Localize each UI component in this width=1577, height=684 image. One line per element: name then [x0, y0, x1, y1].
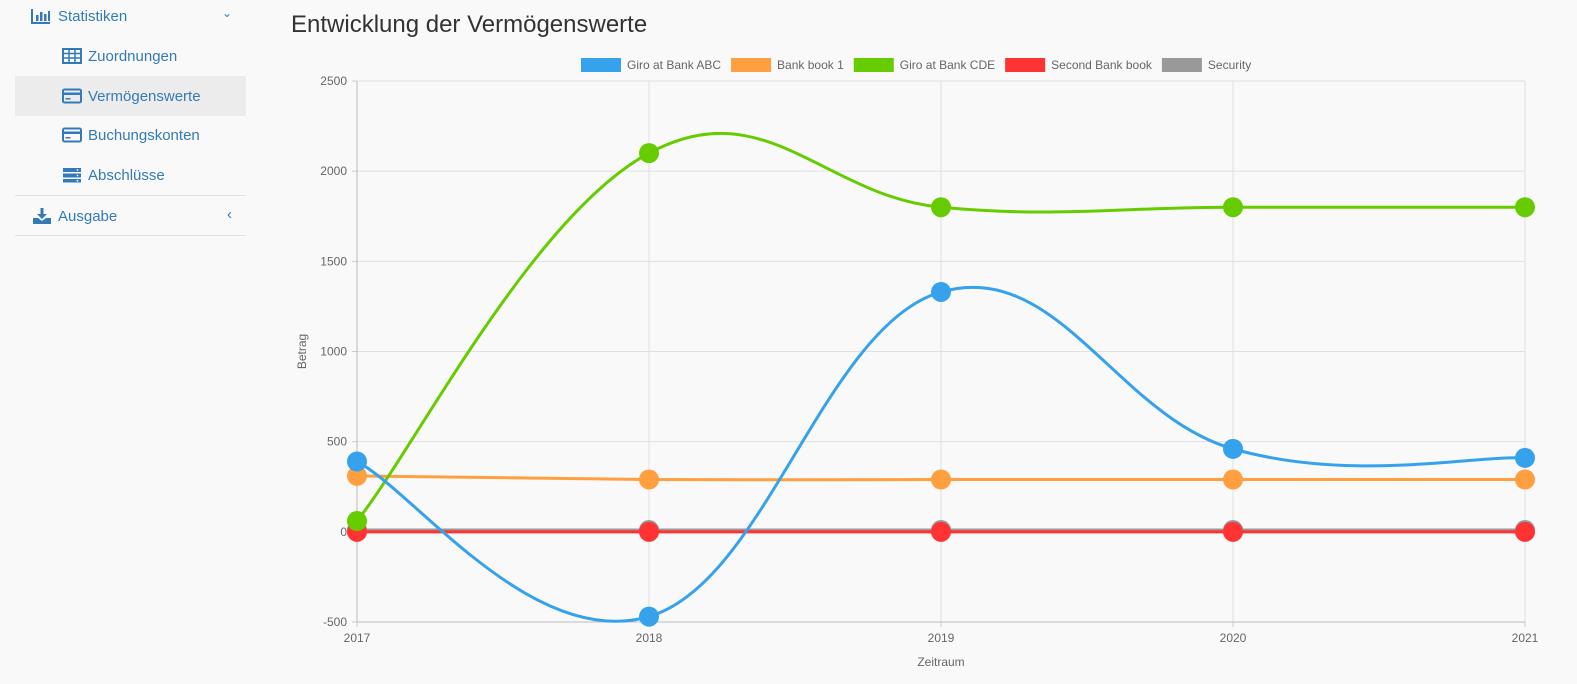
legend-swatch	[731, 58, 772, 72]
x-tick-label: 2020	[1220, 631, 1247, 645]
sidebar-item-statistiken[interactable]: Statistiken ⌄	[15, 0, 246, 36]
bar-chart-icon	[31, 8, 51, 24]
data-point	[347, 451, 367, 472]
legend-label: Giro at Bank ABC	[627, 58, 721, 72]
data-point	[639, 469, 659, 490]
y-tick-label: 2000	[320, 164, 347, 178]
table-icon	[62, 48, 82, 64]
data-point	[931, 469, 951, 490]
sidebar: Statistiken ⌄ Zuordnungen Vermögenswerte	[15, 0, 246, 684]
data-point	[931, 521, 951, 542]
sidebar-item-vermoegenswerte[interactable]: Vermögenswerte	[15, 76, 246, 116]
legend-swatch	[853, 58, 894, 72]
data-point	[1223, 469, 1243, 490]
sidebar-item-label: Vermögenswerte	[88, 87, 201, 105]
sidebar-item-label: Buchungskonten	[88, 126, 200, 144]
credit-card-icon	[62, 127, 82, 143]
x-axis-title: Zeitraum	[917, 655, 964, 669]
y-tick-label: 1000	[320, 345, 347, 359]
y-tick-label: 500	[327, 435, 347, 449]
sidebar-divider	[15, 235, 246, 236]
data-point	[347, 465, 367, 486]
data-point	[931, 281, 951, 302]
series-line	[356, 285, 1526, 623]
data-point	[1515, 521, 1535, 542]
legend-swatch	[581, 58, 621, 72]
x-tick-label: 2017	[344, 631, 371, 645]
legend-label: Security	[1208, 58, 1251, 72]
sidebar-item-label: Statistiken	[58, 7, 128, 25]
y-tick-label: 0	[340, 525, 347, 539]
sidebar-item-zuordnungen[interactable]: Zuordnungen	[15, 36, 246, 76]
data-point	[1515, 469, 1535, 490]
y-axis-title: Betrag	[295, 334, 309, 369]
chevron-left-icon[interactable]: ‹	[227, 206, 232, 223]
data-point	[1223, 521, 1243, 542]
data-point	[931, 197, 951, 218]
y-tick-label: 2500	[320, 74, 347, 88]
credit-card-icon	[62, 88, 82, 104]
sidebar-divider	[15, 195, 246, 196]
x-tick-label: 2021	[1512, 631, 1539, 645]
chevron-down-icon[interactable]: ⌄	[221, 6, 232, 20]
y-tick-label: 1500	[320, 254, 347, 268]
page-title: Entwicklung der Vermögenswerte	[291, 11, 648, 38]
server-icon	[62, 167, 82, 183]
data-point	[639, 143, 659, 164]
sidebar-item-buchungskonten[interactable]: Buchungskonten	[15, 115, 246, 155]
data-point	[1223, 438, 1243, 459]
legend-swatch	[1161, 58, 1202, 72]
sidebar-item-abschluesse[interactable]: Abschlüsse	[15, 155, 246, 195]
x-tick-label: 2018	[636, 631, 663, 645]
sidebar-item-label: Abschlüsse	[88, 166, 165, 184]
legend-label: Bank book 1	[777, 58, 844, 72]
y-tick-label: -500	[323, 615, 347, 629]
data-point	[1515, 447, 1535, 468]
legend-swatch	[1005, 58, 1046, 72]
series-line	[355, 132, 1526, 522]
x-tick-label: 2019	[928, 631, 955, 645]
legend-label: Second Bank book	[1051, 58, 1153, 72]
download-icon	[32, 207, 52, 225]
sidebar-item-ausgabe[interactable]: Ausgabe ‹	[15, 196, 246, 236]
data-point	[1223, 197, 1243, 218]
legend-label: Giro at Bank CDE	[900, 58, 995, 72]
data-point	[639, 521, 659, 542]
data-point	[347, 511, 367, 532]
sidebar-item-label: Ausgabe	[58, 207, 118, 225]
data-point	[1515, 197, 1535, 218]
sidebar-item-label: Zuordnungen	[88, 47, 178, 65]
data-point	[639, 606, 659, 627]
